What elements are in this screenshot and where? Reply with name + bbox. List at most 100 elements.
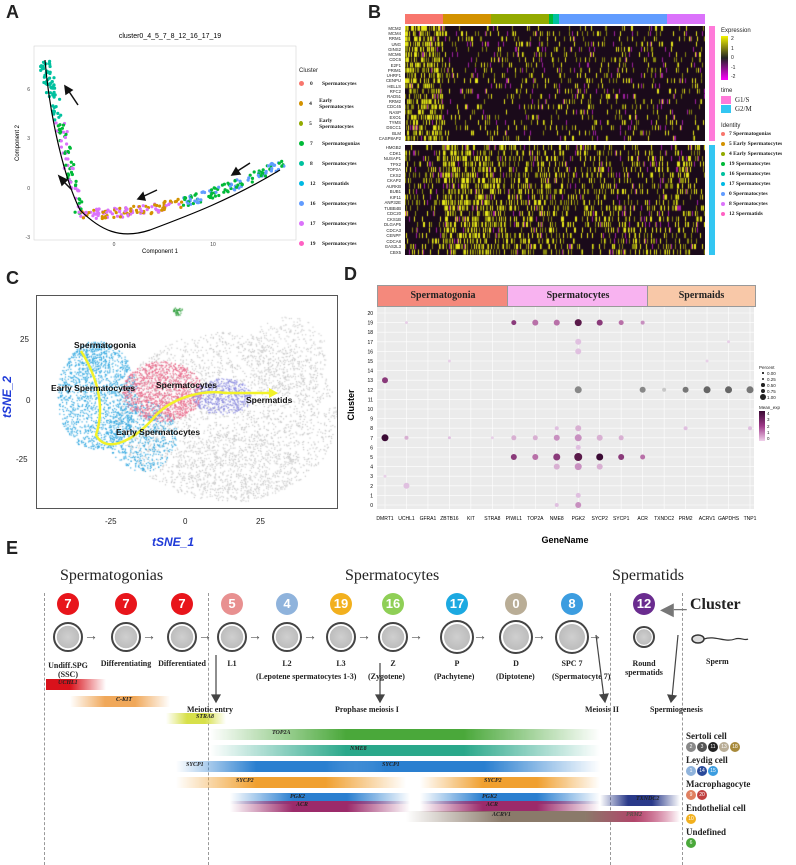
stage-label: SPC 7: [561, 659, 583, 668]
trajectory-point: [222, 190, 226, 194]
identity-label: 19 Spermatocytes: [729, 161, 771, 167]
trajectory-point: [252, 170, 256, 174]
gene-tick-label: ZBTB16: [440, 516, 459, 522]
heatmap-gene-label: RRM2: [388, 99, 401, 105]
trajectory-point: [59, 145, 64, 149]
stage-cluster-badge: 19: [330, 593, 352, 615]
dot-mark: [640, 320, 645, 325]
legend-swatch: [299, 81, 304, 86]
identity-swatch: [721, 172, 725, 176]
identity-legend-title: Identity: [721, 123, 741, 129]
dot-mark: [575, 492, 581, 498]
strip-segment: [443, 14, 491, 24]
panel-b: MCM2 MCM4 RRM1 UNG GINS2 MCM6 CDC6 E2F1 PRIM1 UHR…: [365, 14, 796, 264]
dot-mark: [596, 319, 603, 326]
cluster-badge: 13: [719, 742, 729, 752]
gene-tick-label: STRA8: [484, 516, 500, 522]
cell-icon: [499, 620, 533, 654]
dot-mark: [510, 454, 517, 460]
cluster-tick-label: 20: [367, 311, 373, 317]
legend-id: 0: [310, 80, 313, 87]
side-group-badges: 10: [686, 814, 796, 824]
panel-a-legend-row: 5 Early Spermatocytes: [299, 118, 360, 130]
gene-expression-bar: [406, 811, 680, 822]
identity-swatch: [721, 212, 725, 216]
cluster-tick-label: 0: [370, 503, 373, 509]
gene-tick-label: SYCP1: [613, 516, 630, 522]
time-legend-title: time: [721, 88, 733, 94]
gene-bar-label: SYCP1: [186, 762, 204, 768]
dot-mark: [553, 453, 561, 461]
cell-icon: [53, 622, 83, 652]
cell-icon: [378, 622, 408, 652]
trajectory-point: [53, 118, 57, 122]
cluster-badge: 18: [730, 742, 740, 752]
heatmap-gene-label: PRIM1: [387, 67, 401, 73]
gene-tick-label: DMRT1: [376, 516, 393, 522]
dot-mark: [553, 434, 560, 441]
cluster-badge: 11: [708, 742, 718, 752]
trajectory-point: [73, 210, 77, 214]
gene-bar-label: UCHL1: [58, 680, 78, 686]
trajectory-point: [248, 173, 252, 177]
trajectory-point: [144, 204, 148, 208]
panel-b-heatmap-g1s: [405, 26, 705, 141]
heatmap-gene-label: TPX2: [390, 161, 401, 167]
stage-arrow-icon: →: [142, 627, 156, 643]
gene-tick-label: KIT: [467, 516, 475, 522]
gene-bar-label: SYCP2: [236, 778, 254, 784]
trajectory-point: [54, 105, 58, 109]
strip-segment: [553, 14, 559, 24]
cluster-tick-label: 14: [367, 369, 373, 375]
side-group-badges: 2 3 11 13 18: [686, 742, 796, 752]
panel-a-legend-row: 17 Spermatocytes: [299, 218, 360, 229]
heatmap-gene-label: EXO1: [389, 114, 401, 120]
trajectory-point: [115, 214, 120, 218]
expression-tick: -1: [731, 64, 736, 71]
meiosis2-label: Meiosis II: [585, 705, 619, 714]
stage-label: D: [513, 659, 519, 668]
trajectory-point: [280, 159, 284, 163]
panel-c: Spermatogonia Early Spermatocytes Sperma…: [0, 285, 345, 550]
trajectory-point: [266, 164, 271, 168]
dot-mark: [403, 482, 410, 489]
trajectory-point: [140, 209, 144, 213]
trajectory-point: [264, 169, 268, 174]
cell-icon: [326, 622, 356, 652]
cluster-badge: 1: [686, 766, 696, 776]
identity-legend-row: 7 Spermatogonias: [721, 129, 796, 139]
trajectory-point: [43, 73, 47, 77]
panel-a-xtick: 10: [210, 242, 216, 248]
trajectory-point: [105, 210, 109, 214]
sperm-label: Sperm: [706, 657, 729, 666]
trajectory-point: [64, 157, 68, 161]
trajectory-point: [173, 200, 177, 204]
heatmap-gene-label: CBX5: [389, 249, 401, 255]
expression-colorbar: [721, 36, 728, 80]
legend-id: 16: [310, 200, 316, 207]
trajectory-point: [168, 199, 173, 203]
dot-mark: [404, 435, 409, 440]
trajectory-point: [150, 205, 154, 209]
stage-arrow-icon: →: [84, 627, 98, 643]
expression-tick: 0: [731, 55, 734, 61]
time-swatch: [721, 105, 731, 113]
trajectory-point: [123, 209, 127, 213]
stage-cluster-badge: 7: [115, 593, 137, 615]
identity-legend-row: 8 Spermatocytes: [721, 199, 796, 209]
panel-b-gene-labels-bottom: HMGB2 CDK1 NUSAP1 TPX2 TOP2A CKS2 CKAP2 AURKB BU…: [365, 145, 403, 255]
heatmap-gene-label: RAD51: [387, 93, 401, 99]
trajectory-point: [167, 202, 171, 207]
separator: [208, 593, 209, 865]
trajectory-point: [199, 198, 203, 202]
gene-bar-label: NME8: [350, 746, 367, 752]
trajectory-point: [92, 208, 96, 212]
panel-d-group-spermaids: Spermaids: [647, 285, 756, 307]
identity-legend-row: 5 Early Spermatocytes: [721, 139, 796, 149]
panel-a-letter: A: [6, 2, 19, 22]
dot-mark: [703, 386, 711, 394]
identity-swatch: [721, 152, 725, 156]
legend-id: 8: [310, 160, 313, 167]
trajectory-point: [87, 211, 91, 215]
dot-mark: [596, 453, 604, 461]
